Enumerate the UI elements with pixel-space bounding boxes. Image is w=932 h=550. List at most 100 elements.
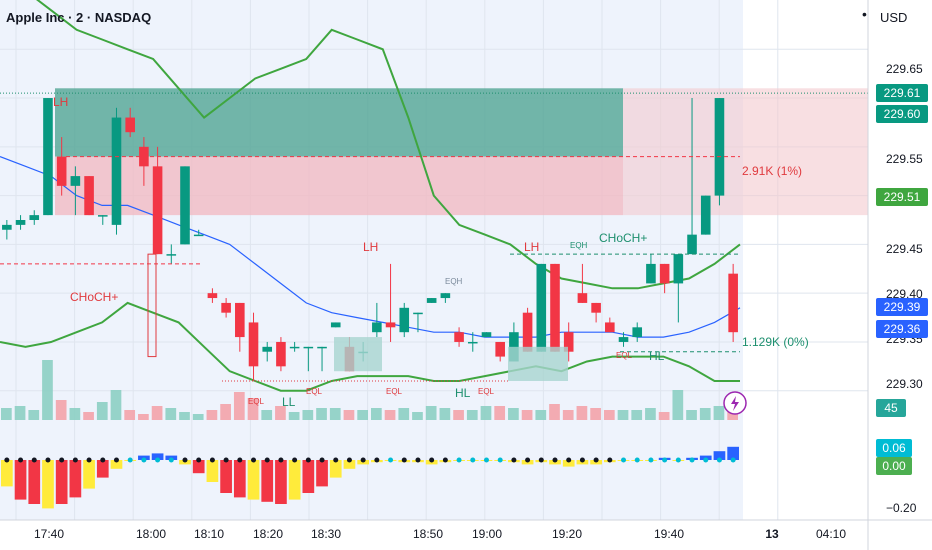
oscillator-dot (182, 457, 188, 463)
oscillator-bar (14, 460, 27, 500)
volume-bar (329, 408, 341, 420)
oscillator-badge-1: 0.06 (876, 439, 912, 457)
eqh-label: EQH (570, 241, 588, 250)
volume-bar (466, 410, 478, 420)
oscillator-dot (552, 457, 558, 463)
ll-label: LL (282, 395, 296, 409)
volume-bar (371, 408, 382, 420)
supply-zone-extension (623, 88, 868, 216)
time-label: 18:10 (193, 527, 225, 541)
oscillator-dot (579, 457, 585, 463)
candle-body (605, 322, 615, 333)
volume-bar (699, 408, 711, 420)
oscillator-dot (168, 457, 174, 463)
price-tick: 229.45 (886, 242, 923, 256)
volume-bar (220, 404, 231, 420)
volume-bar (549, 404, 560, 420)
eql-label: EQL (306, 387, 323, 396)
candle-body (495, 341, 505, 357)
volume-bar (686, 410, 697, 420)
oscillator-dot (634, 457, 640, 463)
time-label: 18:50 (412, 527, 444, 541)
volume-bar (357, 410, 368, 420)
oscillator-dot (648, 457, 654, 463)
oscillator-badge-2: 0.00 (876, 457, 912, 475)
symbol-title[interactable]: Apple Inc · 2 · NASDAQ (6, 10, 152, 25)
oscillator-dot (292, 457, 298, 463)
ob-box (147, 253, 157, 358)
time-label: 19:20 (551, 527, 583, 541)
eql-label: EQL (616, 351, 633, 360)
volume-bar (508, 408, 519, 420)
lightning-glyph-icon (731, 396, 739, 411)
oscillator-dot (18, 457, 24, 463)
oscillator-dot (251, 457, 257, 463)
oscillator-dot (593, 457, 599, 463)
candle-body (673, 254, 684, 284)
candle-body (372, 322, 382, 333)
volume-bar (151, 406, 163, 420)
oscillator-dot (442, 457, 448, 463)
oscillator-dot (703, 457, 709, 463)
time-label: 19:00 (471, 527, 503, 541)
volume-bar (42, 360, 53, 420)
candle-body (15, 220, 26, 225)
candle-body (262, 346, 273, 352)
volume-bar (425, 406, 437, 420)
supply-zone (55, 88, 623, 157)
candle-body (221, 302, 231, 313)
volume-bar (645, 408, 656, 420)
time-label: 18:30 (310, 527, 342, 541)
candle-body (111, 117, 122, 225)
volume-bar (247, 398, 259, 420)
more-dots-icon[interactable]: • (862, 6, 868, 22)
candle-body (454, 332, 464, 342)
oscillator-dot (360, 457, 366, 463)
oscillator-dot (86, 457, 92, 463)
candle-body (248, 322, 259, 367)
structure-lines (0, 92, 868, 382)
oscillator-bar (288, 460, 301, 500)
liquidity-box (508, 346, 568, 381)
volume-bar (658, 412, 670, 420)
oscillator-dot (113, 457, 119, 463)
oscillator-dot (621, 457, 627, 463)
candle-body (618, 337, 629, 342)
oscillator-bar (302, 460, 315, 493)
price-tick: 229.30 (886, 377, 923, 391)
price-tick: 229.55 (886, 152, 923, 166)
volume-bar (713, 406, 725, 420)
oscillator-dot (31, 457, 37, 463)
time-label: 18:00 (135, 527, 167, 541)
volume-bar (28, 410, 40, 420)
volume-bar (261, 410, 273, 420)
volume-bar (343, 410, 355, 420)
candle-body (536, 263, 547, 352)
volume-bar (302, 410, 314, 420)
oscillator-dot (716, 457, 722, 463)
oscillator-bar (343, 460, 356, 469)
oscillator-bar (69, 460, 82, 498)
candle-body (728, 273, 738, 333)
currency-label[interactable]: USD (880, 10, 908, 25)
lower-band-line (0, 301, 740, 392)
volume-bar (562, 410, 574, 420)
price-tick: −0.20 (886, 501, 917, 515)
candle-body (207, 293, 218, 299)
volume-bar (521, 410, 533, 420)
oscillator-dot (538, 457, 544, 463)
liquidity-box (334, 337, 382, 372)
volume-bar (412, 412, 423, 420)
volume-bar (576, 406, 588, 420)
candle-body (97, 215, 108, 217)
volume-bar (69, 408, 81, 420)
volume-bar (398, 408, 410, 420)
volume-bar (165, 408, 177, 420)
volume-bar (384, 410, 396, 420)
oscillator-dot (511, 457, 517, 463)
oscillator-dot (319, 457, 325, 463)
volume-bar (179, 412, 190, 420)
plot-background (0, 0, 743, 520)
volume-bar (110, 390, 122, 420)
